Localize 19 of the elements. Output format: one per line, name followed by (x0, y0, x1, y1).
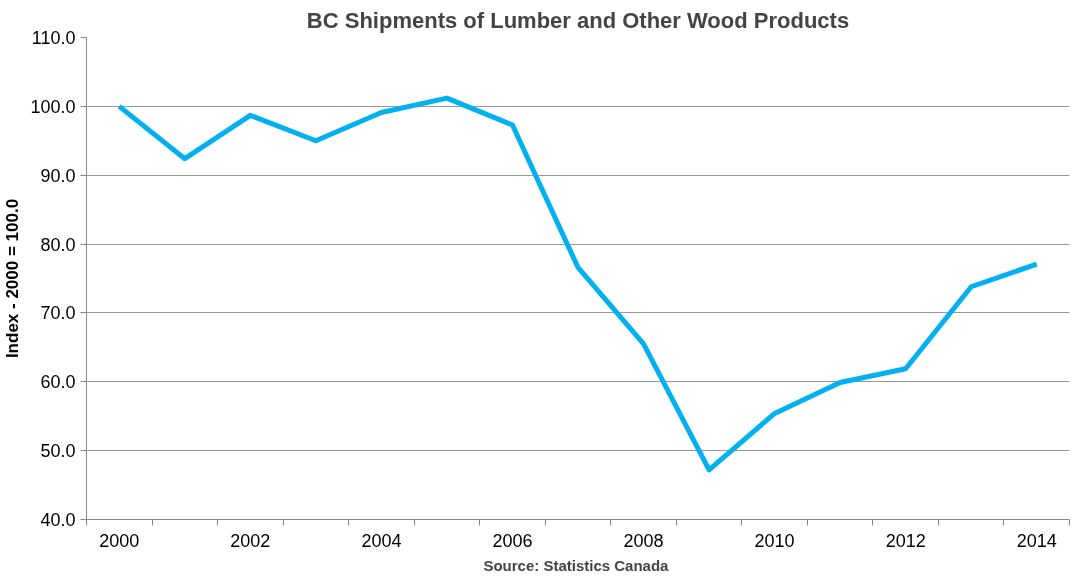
y-tick-label: 110.0 (31, 28, 76, 48)
y-tick-label: 70.0 (40, 303, 76, 324)
x-tick-label: 2006 (492, 530, 533, 551)
x-tick-label: 2008 (623, 530, 664, 551)
y-tick-label: 90.0 (40, 165, 76, 186)
x-tick-label: 2000 (99, 530, 140, 551)
y-tick-label: 80.0 (40, 234, 76, 255)
y-tick-label: 60.0 (40, 372, 76, 393)
chart-title: BC Shipments of Lumber and Other Wood Products (306, 7, 850, 33)
y-tick-label: 100.0 (30, 96, 76, 117)
y-tick-label: 40.0 (40, 510, 76, 530)
y-axis-title: Index - 2000 = 100.0 (3, 198, 23, 359)
x-tick-label: 2012 (885, 530, 926, 551)
x-tick-label: 2014 (1016, 530, 1057, 551)
y-tick-label: 50.0 (40, 441, 76, 462)
x-tick-label: 2002 (230, 530, 271, 551)
x-tick-label: 2004 (361, 530, 402, 551)
source-note: Source: Statistics Canada (483, 556, 670, 574)
x-tick-label: 2010 (754, 530, 795, 551)
